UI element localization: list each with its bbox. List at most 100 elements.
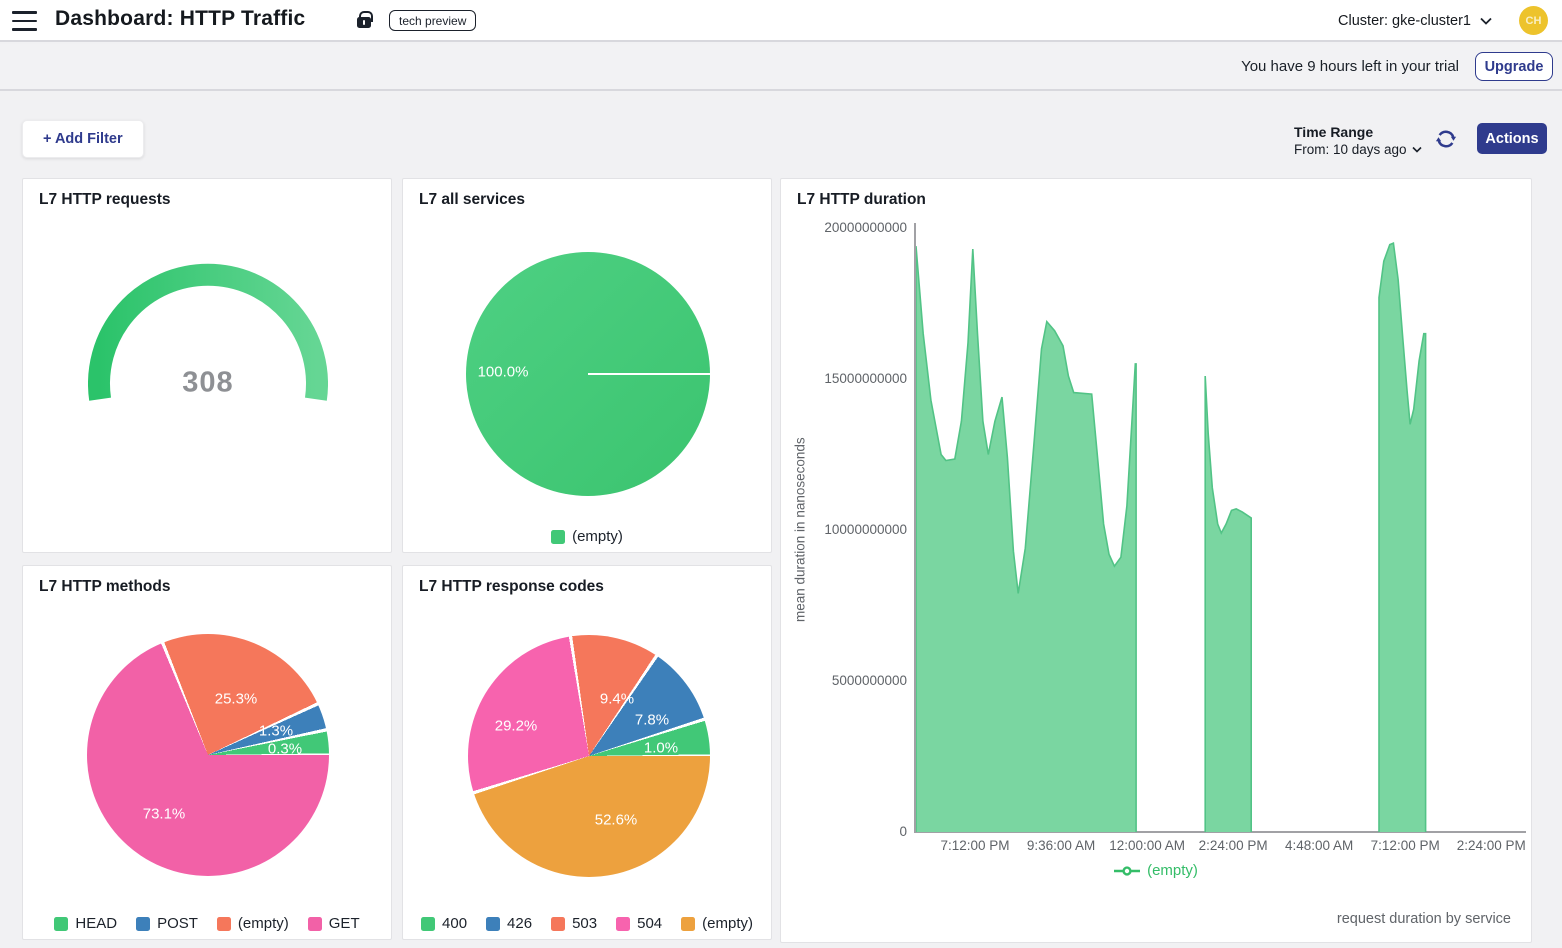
y-axis-tick-label: 20000000000 [824,220,907,235]
area-series-fill [1379,243,1426,832]
card-title: L7 all services [419,191,525,208]
legend-line-marker [1114,865,1141,876]
legend-label: (empty) [1147,862,1198,879]
legend-label: (empty) [702,915,753,932]
refresh-button[interactable] [1433,127,1459,153]
legend-swatch [486,916,501,931]
pie-slice-label: 1.3% [258,722,294,740]
legend-label: (empty) [237,915,289,932]
x-axis-tick-label: 12:00:00 AM [1109,838,1185,853]
area-series-line [1204,375,1252,832]
x-axis-tick-label: 2:24:00 PM [1456,838,1526,853]
legend-label: (empty) [572,528,623,545]
legend-item[interactable]: GET [307,915,360,932]
pie-slice-label: 52.6% [594,811,638,829]
legend-label: 426 [507,915,533,932]
top-bar: Dashboard: HTTP Traffic tech preview Clu… [0,0,1562,42]
card-title: L7 HTTP methods [39,578,171,595]
chevron-down-icon [1411,146,1422,153]
time-range-label: Time Range [1294,124,1374,140]
legend-label: 504 [637,915,663,932]
legend-label: POST [157,915,198,932]
x-axis-line [914,831,1526,833]
legend-item[interactable]: 503 [551,915,597,932]
legend-item[interactable]: 400 [421,915,467,932]
time-range-value: From: 10 days ago [1294,142,1407,157]
pie-slice-label: 100.0% [477,363,529,381]
pie-chart-all-services[interactable] [466,252,710,496]
legend-item[interactable]: POST [136,915,198,932]
add-filter-button[interactable]: + Add Filter [22,120,144,158]
y-axis-tick-label: 0 [899,824,907,839]
pie-slice-divider [588,373,710,375]
area-chart[interactable] [916,228,1526,832]
card-title: L7 HTTP requests [39,191,171,208]
chevron-down-icon [1480,17,1492,25]
legend-swatch [216,916,231,931]
chart-legend: HEAD POST (empty) GET [23,915,391,932]
pie-slice-label: 7.8% [634,711,670,729]
gauge-value: 308 [182,366,234,399]
actions-button[interactable]: Actions [1477,123,1547,154]
gauge-chart[interactable] [88,254,328,404]
legend-item[interactable]: HEAD [54,915,117,932]
upgrade-button[interactable]: Upgrade [1475,52,1553,81]
lock-icon [357,10,373,28]
legend-swatch [551,529,566,544]
chart-legend: (empty) [403,528,771,545]
refresh-icon [1435,130,1457,147]
card-title: L7 HTTP duration [797,191,926,208]
card-l7-http-duration: L7 HTTP duration mean duration in nanose… [780,178,1532,943]
legend-item[interactable]: 504 [616,915,662,932]
pie-slice-label: 29.2% [494,717,538,735]
pie-slice-label: 0.3% [267,740,303,758]
legend-item[interactable]: 426 [486,915,532,932]
area-series-fill [1205,376,1252,832]
pie-chart-response-codes[interactable] [468,635,710,877]
legend-label: 400 [442,915,468,932]
cluster-label: Cluster: gke-cluster1 [1338,13,1471,29]
pie-chart-http-methods[interactable] [87,634,329,876]
pie-slice-label: 25.3% [214,690,258,708]
card-l7-http-requests: L7 HTTP requests 308 [22,178,392,553]
card-title: L7 HTTP response codes [419,578,604,595]
chart-footer: request duration by service [1336,911,1511,927]
pie-slice-label: 73.1% [142,805,186,823]
x-axis-tick-label: 4:48:00 AM [1285,838,1354,853]
legend-label: HEAD [75,915,118,932]
legend-label: GET [328,915,360,932]
legend-swatch [136,916,151,931]
card-l7-http-methods: L7 HTTP methods HEAD POST (empty) GET 25.3%… [22,565,392,940]
x-axis-tick-label: 9:36:00 AM [1026,838,1096,853]
card-l7-all-services: L7 all services (empty) 100.0% [402,178,772,553]
legend-swatch [616,916,631,931]
legend-item[interactable]: (empty) [216,915,289,932]
card-l7-http-response-codes: L7 HTTP response codes 400 426 503 504 (empt… [402,565,772,940]
time-range-control[interactable]: Time Range From: 10 days ago [1294,124,1422,157]
legend-label: 503 [572,915,598,932]
trial-message: You have 9 hours left in your trial [1241,58,1459,75]
area-series-line [916,246,1137,832]
y-axis-tick-label: 10000000000 [824,522,907,537]
tech-preview-badge: tech preview [389,10,477,31]
legend-swatch [421,916,436,931]
y-axis-line [914,223,916,833]
pie-slice-label: 1.0% [643,739,679,757]
cluster-selector[interactable]: Cluster: gke-cluster1 [1338,0,1492,42]
chart-legend[interactable]: (empty) [781,862,1531,879]
legend-swatch [54,916,69,931]
pie-slice-label: 9.4% [599,690,635,708]
y-axis-tick-label: 5000000000 [831,673,907,688]
legend-item[interactable]: (empty) [681,915,753,932]
menu-icon[interactable] [12,11,37,31]
legend-swatch [307,916,322,931]
legend-swatch [681,916,696,931]
x-axis-tick-label: 7:12:00 PM [1370,838,1440,853]
trial-banner: You have 9 hours left in your trial Upgr… [0,44,1562,91]
legend-item[interactable]: (empty) [551,528,623,545]
avatar[interactable]: CH [1519,6,1548,35]
area-series-line [1378,241,1427,832]
chart-legend: 400 426 503 504 (empty) [403,915,771,932]
y-axis-tick-label: 15000000000 [824,371,907,386]
